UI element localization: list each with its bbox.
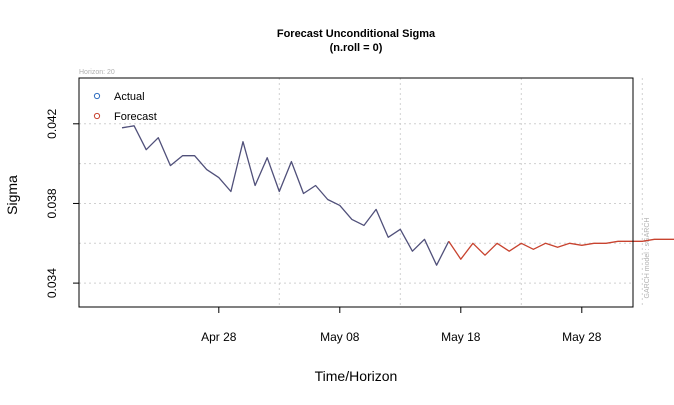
x-tick-label: Apr 28 bbox=[201, 330, 237, 344]
grid-lines bbox=[79, 78, 643, 307]
y-tick-label: 0.042 bbox=[45, 108, 59, 138]
legend-label-forecast: Forecast bbox=[114, 111, 157, 123]
legend: Actual Forecast bbox=[93, 91, 157, 123]
x-axis-label: Time/Horizon bbox=[315, 368, 398, 384]
x-tick-label: May 08 bbox=[320, 330, 360, 344]
series-lines bbox=[121, 125, 674, 266]
y-axis-label: Sigma bbox=[4, 175, 20, 215]
plot-border bbox=[78, 77, 634, 308]
y-tick-label: 0.038 bbox=[45, 188, 59, 218]
y-tick-label: 0.034 bbox=[45, 268, 59, 298]
series-line-actual bbox=[121, 125, 450, 266]
x-tick-label: May 28 bbox=[562, 330, 602, 344]
chart-subtitle: (n.roll = 0) bbox=[330, 42, 383, 54]
x-tick-label: May 18 bbox=[441, 330, 481, 344]
model-note: GARCH model : sGARCH bbox=[644, 218, 651, 299]
axes: Apr 28 May 08 May 18 May 28 0.034 0.038 0.042 bbox=[45, 108, 602, 344]
legend-marker-actual bbox=[93, 92, 101, 100]
legend-marker-forecast bbox=[93, 112, 101, 120]
chart-title: Forecast Unconditional Sigma bbox=[277, 28, 436, 40]
series-line-forecast bbox=[448, 238, 674, 260]
horizon-note: Horizon: 20 bbox=[79, 69, 115, 76]
legend-label-actual: Actual bbox=[114, 91, 145, 103]
